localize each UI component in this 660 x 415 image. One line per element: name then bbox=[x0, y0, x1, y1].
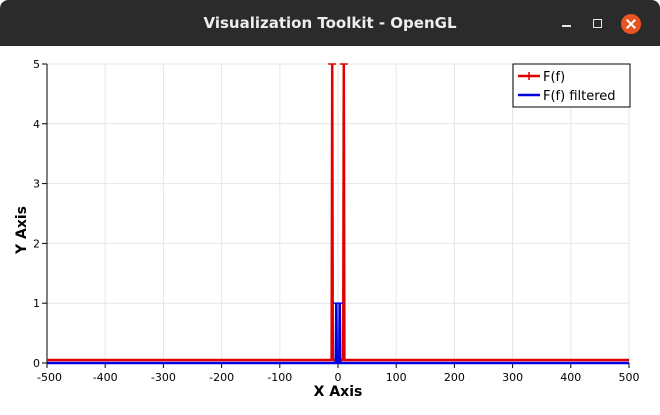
x-tick-label-2: -300 bbox=[151, 371, 176, 384]
maximize-button[interactable] bbox=[588, 14, 608, 34]
line-chart[interactable]: -500 -400 -300 -200 -100 0 100 200 300 400 500 0 1 2 3… bbox=[0, 46, 660, 415]
x-tick-label-6: 100 bbox=[386, 371, 407, 384]
minimize-button[interactable] bbox=[557, 14, 577, 34]
x-tick-label-8: 300 bbox=[502, 371, 523, 384]
y-tick-label-3: 3 bbox=[33, 178, 40, 191]
legend-label-0: F(f) bbox=[543, 70, 565, 85]
title-bar[interactable]: Visualization Toolkit - OpenGL bbox=[0, 0, 660, 46]
grid bbox=[46, 63, 630, 364]
x-tick-label-7: 200 bbox=[444, 371, 465, 384]
y-axis-label: Y Axis bbox=[14, 206, 30, 255]
legend-label-1: F(f) filtered bbox=[543, 89, 616, 104]
close-icon bbox=[621, 14, 641, 34]
y-tick-label-2: 2 bbox=[33, 237, 40, 250]
x-tick-label-3: -200 bbox=[209, 371, 234, 384]
plot-area[interactable]: -500 -400 -300 -200 -100 0 100 200 300 400 500 0 1 2 3… bbox=[0, 46, 660, 415]
y-tick-label-4: 4 bbox=[33, 118, 40, 131]
series-layer bbox=[47, 63, 629, 365]
x-tick-label-1: -400 bbox=[93, 371, 118, 384]
x-tick-label-4: -100 bbox=[267, 371, 292, 384]
maximize-icon bbox=[593, 19, 602, 28]
legend-box bbox=[512, 63, 631, 108]
y-tick-label-1: 1 bbox=[33, 297, 40, 310]
y-tick-label-0: 0 bbox=[33, 357, 40, 370]
legend: F(f) F(f) filtered bbox=[512, 63, 631, 108]
series-line-1 bbox=[47, 303, 629, 365]
x-axis-label: X Axis bbox=[314, 384, 363, 400]
x-tick-label-10: 500 bbox=[619, 371, 640, 384]
y-tick-label-5: 5 bbox=[33, 58, 40, 71]
minimize-icon bbox=[562, 25, 571, 27]
close-button[interactable] bbox=[621, 14, 641, 34]
tick-labels: -500 -400 -300 -200 -100 0 100 200 300 400 500 0 1 2 3… bbox=[33, 58, 640, 384]
x-tick-label-5: 0 bbox=[335, 371, 342, 384]
x-tick-label-0: -500 bbox=[37, 371, 62, 384]
x-tick-label-9: 400 bbox=[560, 371, 581, 384]
